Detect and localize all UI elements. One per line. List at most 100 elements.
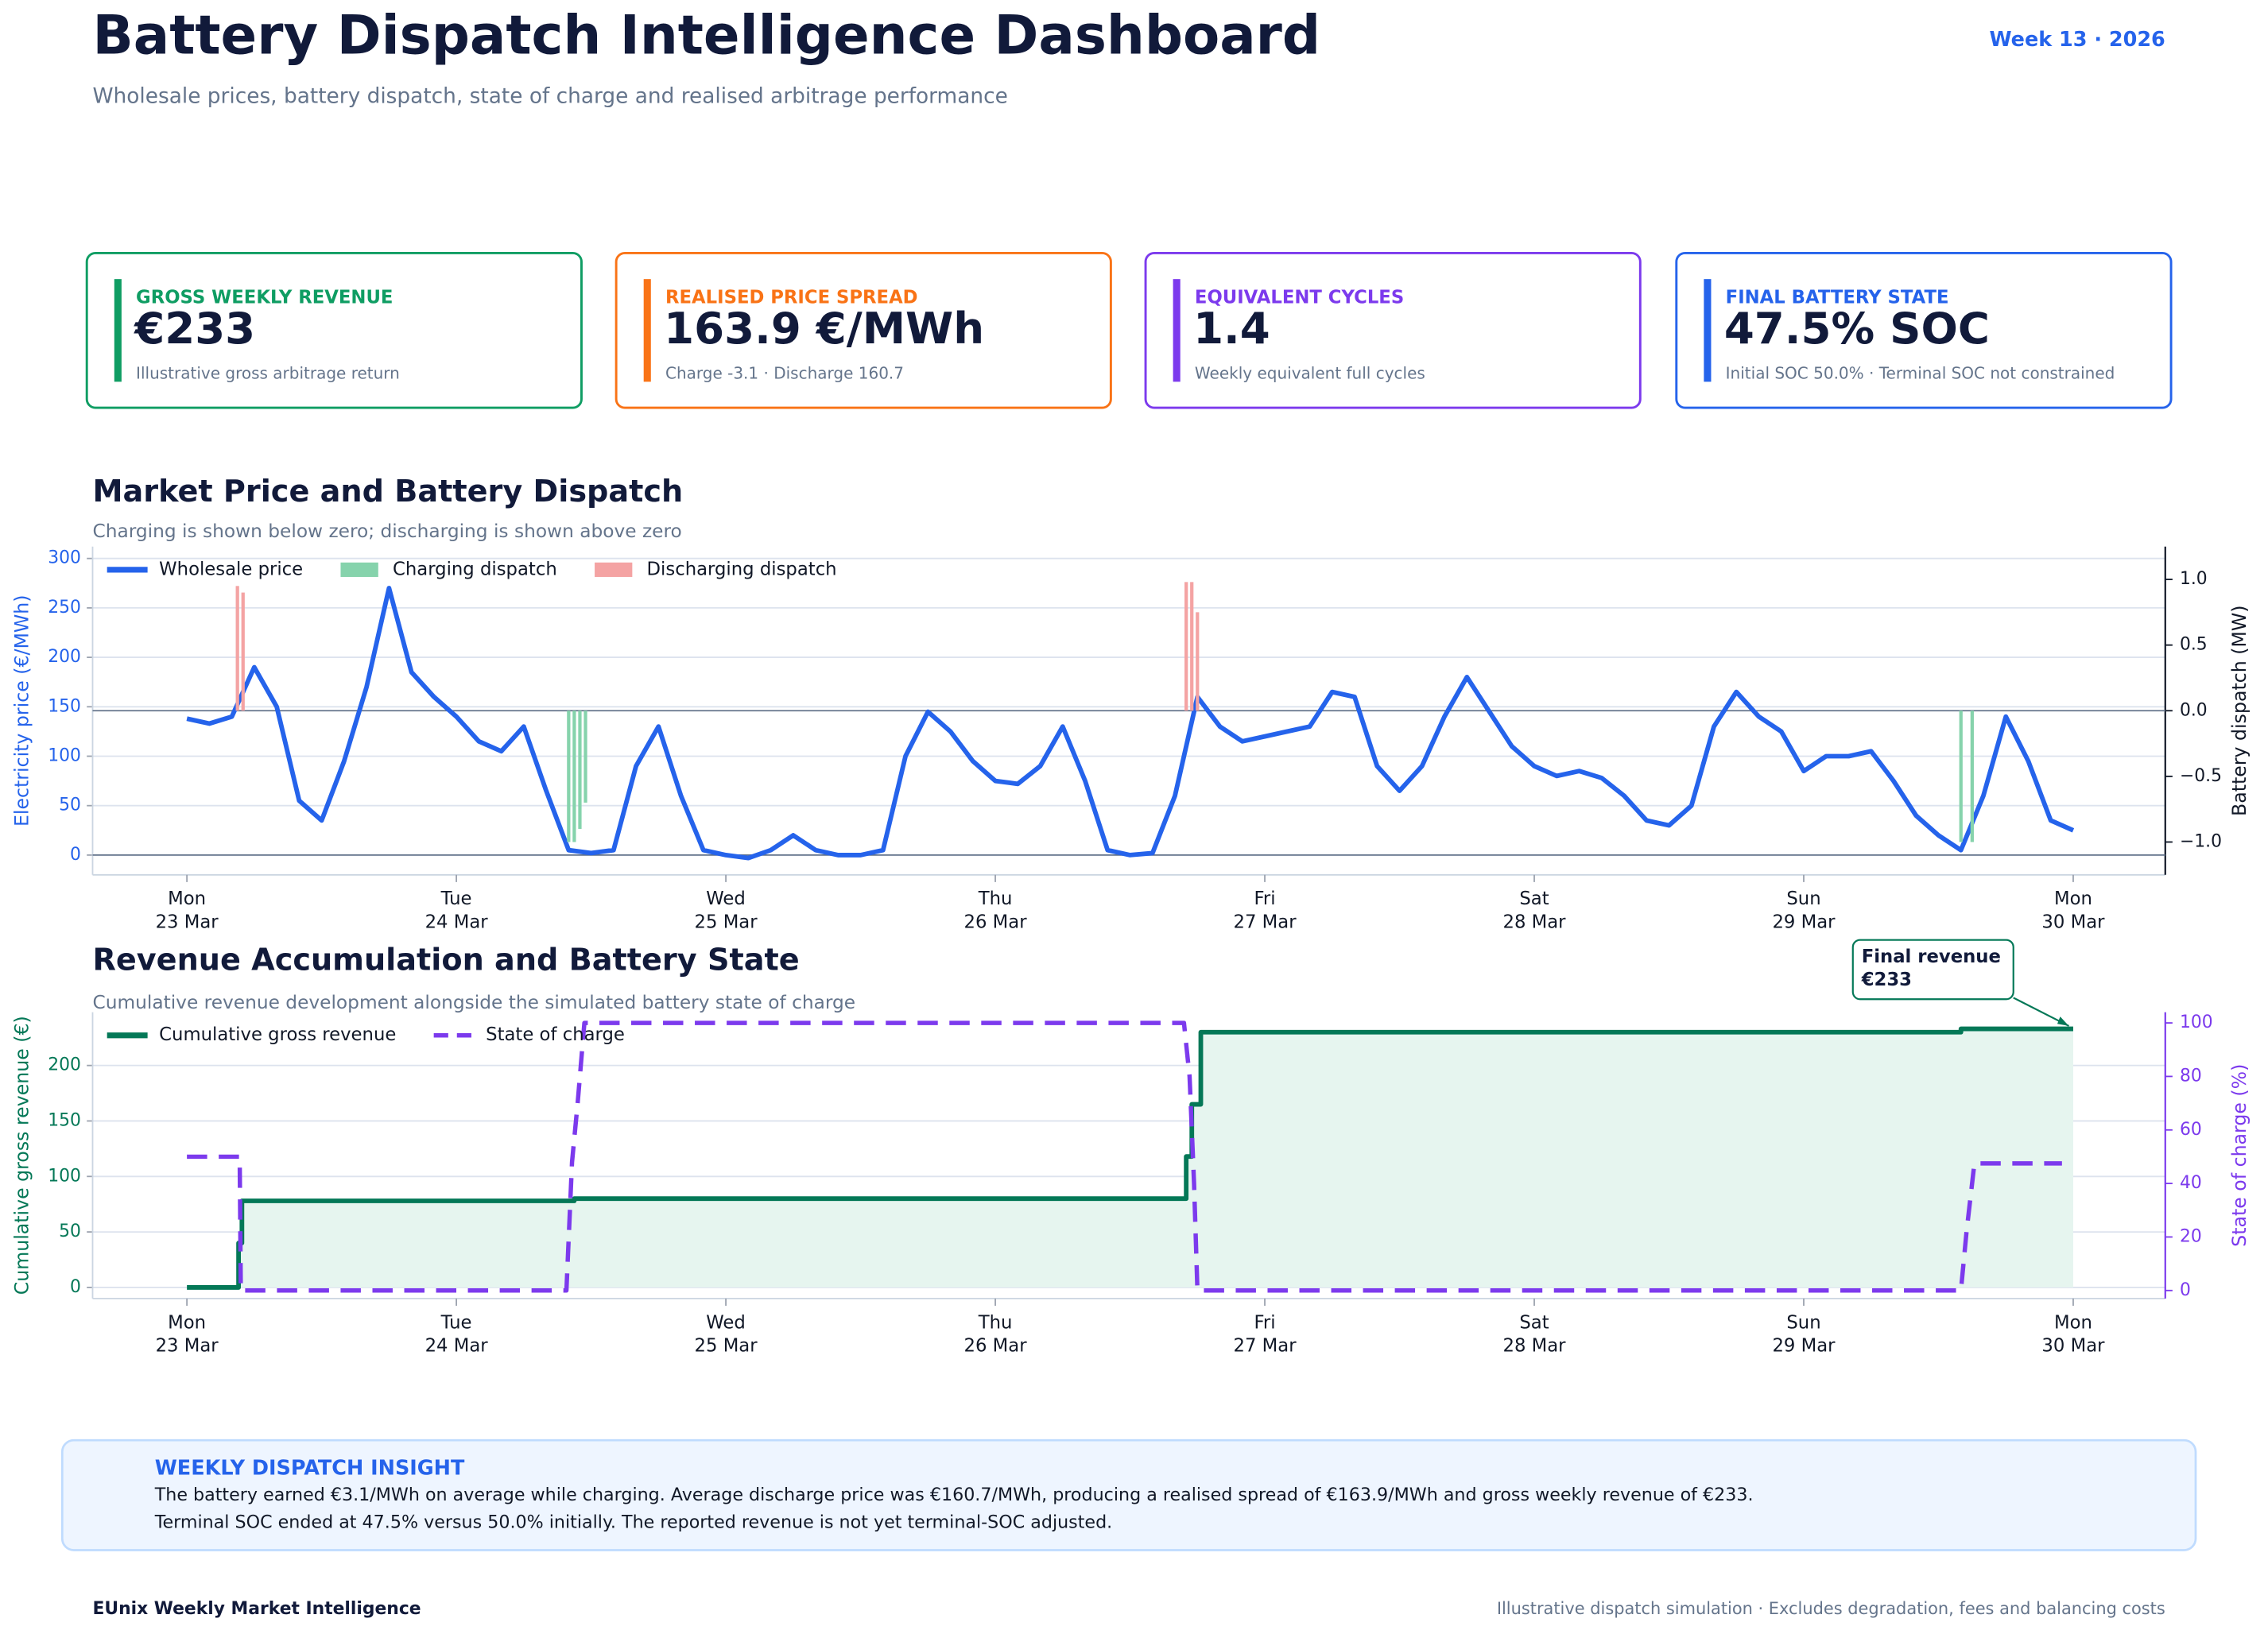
x-tick-date: 28 Mar: [1502, 1335, 1566, 1356]
x-tick-label: Fri: [1254, 1312, 1275, 1333]
kpi-value: 1.4: [1193, 303, 1270, 354]
footer-right: Illustrative dispatch simulation · Exclu…: [1497, 1599, 2165, 1618]
kpi-accent: [1173, 279, 1181, 382]
dispatch-bar: [1970, 711, 1974, 842]
x-tick-date: 26 Mar: [964, 1335, 1028, 1356]
dispatch-bar: [241, 592, 245, 711]
chart-title: Market Price and Battery Dispatch: [92, 474, 683, 509]
kpi-note: Initial SOC 50.0% · Terminal SOC not con…: [1726, 364, 2115, 383]
x-tick-label: Mon: [168, 889, 206, 909]
x-tick-date: 25 Mar: [695, 912, 758, 932]
kpi-note: Weekly equivalent full cycles: [1195, 364, 1425, 383]
chart-subtitle: Cumulative revenue development alongside…: [92, 992, 855, 1013]
dispatch-bar: [1190, 582, 1194, 711]
y2-axis-label: Battery dispatch (MW): [2228, 606, 2251, 816]
x-tick-label: Mon: [2054, 889, 2092, 909]
legend-label: Discharging dispatch: [647, 559, 837, 579]
annotation-arrowhead: [2057, 1016, 2069, 1026]
annotation-text: €233: [1861, 970, 1912, 990]
y2-axis-label: State of charge (%): [2228, 1064, 2251, 1247]
insight-line: The battery earned €3.1/MWh on average w…: [154, 1485, 1754, 1505]
y2-tick-label: 80: [2180, 1066, 2202, 1086]
x-tick-date: 23 Mar: [156, 1335, 219, 1356]
x-tick-date: 24 Mar: [425, 912, 489, 932]
x-tick-label: Sun: [1786, 1312, 1820, 1333]
y2-tick-label: 100: [2180, 1013, 2213, 1032]
kpi-label: FINAL BATTERY STATE: [1726, 287, 1949, 308]
dispatch-bar: [235, 586, 239, 711]
chart-title: Revenue Accumulation and Battery State: [92, 943, 799, 978]
dispatch-bar: [567, 711, 571, 842]
dispatch-bar: [1196, 612, 1200, 711]
x-tick-label: Mon: [168, 1312, 206, 1333]
x-tick-date: 30 Mar: [2041, 912, 2105, 932]
x-tick-label: Fri: [1254, 889, 1275, 909]
annotation-box: [1851, 939, 2014, 1001]
y-tick-label: 50: [59, 1222, 81, 1241]
kpi-card: [1675, 251, 2173, 409]
x-tick-date: 29 Mar: [1772, 1335, 1836, 1356]
x-tick-label: Thu: [978, 1312, 1013, 1333]
y-tick-label: 150: [48, 1110, 81, 1130]
page-subtitle: Wholesale prices, battery dispatch, stat…: [92, 84, 1007, 108]
kpi-label: REALISED PRICE SPREAD: [665, 287, 918, 308]
x-tick-date: 26 Mar: [964, 912, 1028, 932]
y-tick-label: 0: [70, 1277, 81, 1297]
x-tick-date: 25 Mar: [695, 1335, 758, 1356]
x-tick-date: 27 Mar: [1234, 1335, 1297, 1356]
x-tick-label: Sun: [1786, 889, 1820, 909]
x-tick-date: 29 Mar: [1772, 912, 1836, 932]
x-tick-label: Tue: [440, 1312, 472, 1333]
week-label: Week 13 · 2026: [1990, 28, 2165, 52]
y-tick-label: 250: [48, 598, 81, 618]
footer-left: EUnix Weekly Market Intelligence: [92, 1599, 421, 1619]
legend-label: Wholesale price: [159, 559, 303, 579]
chart-subtitle: Charging is shown below zero; dischargin…: [92, 521, 681, 542]
kpi-value: €233: [133, 303, 255, 354]
x-tick-date: 28 Mar: [1502, 912, 1566, 932]
legend-swatch: [595, 562, 633, 577]
dispatch-bar: [1959, 711, 1963, 842]
kpi-accent: [114, 279, 122, 382]
legend-label: State of charge: [486, 1024, 625, 1045]
x-tick-label: Mon: [2054, 1312, 2092, 1333]
legend-swatch: [340, 562, 378, 577]
kpi-note: Charge -3.1 · Discharge 160.7: [665, 364, 904, 383]
x-tick-label: Thu: [978, 889, 1013, 909]
soc-line: [187, 1020, 2062, 1293]
x-tick-date: 27 Mar: [1234, 912, 1297, 932]
x-tick-date: 24 Mar: [425, 1335, 489, 1356]
x-tick-label: Sat: [1519, 889, 1549, 909]
y-tick-label: 100: [48, 745, 81, 765]
insight-line: Terminal SOC ended at 47.5% versus 50.0%…: [154, 1512, 1113, 1532]
kpi-note: Illustrative gross arbitrage return: [136, 364, 400, 383]
series-line: [186, 586, 2075, 861]
dispatch-bar: [1184, 582, 1188, 711]
kpi-card: [1144, 251, 1642, 409]
y2-tick-label: 0: [2180, 1280, 2191, 1300]
x-tick-date: 23 Mar: [156, 912, 219, 932]
legend-label: Cumulative gross revenue: [159, 1024, 396, 1045]
y2-tick-label: −0.5: [2180, 766, 2222, 786]
y-tick-label: 50: [59, 796, 81, 815]
dispatch-bar: [572, 711, 576, 842]
legend-label: Charging dispatch: [393, 559, 557, 579]
y-axis-label: Electricity price (€/MWh): [11, 595, 33, 827]
kpi-value: 163.9 €/MWh: [664, 303, 984, 354]
y-tick-label: 0: [70, 845, 81, 865]
x-tick-label: Wed: [706, 889, 746, 909]
y-tick-label: 200: [48, 647, 81, 667]
y2-tick-label: 0.5: [2180, 635, 2208, 655]
y2-tick-label: 60: [2180, 1120, 2202, 1140]
kpi-value: 47.5% SOC: [1724, 303, 1990, 354]
kpi-label: EQUIVALENT CYCLES: [1195, 287, 1404, 308]
kpi-card: [85, 251, 583, 409]
area-fill: [187, 1028, 2073, 1287]
y2-tick-label: 1.0: [2180, 569, 2208, 589]
x-tick-label: Wed: [706, 1312, 746, 1333]
kpi-card: [614, 251, 1112, 409]
y-tick-label: 150: [48, 696, 81, 716]
x-tick-date: 30 Mar: [2041, 1335, 2105, 1356]
page-title: Battery Dispatch Intelligence Dashboard: [92, 5, 1320, 67]
